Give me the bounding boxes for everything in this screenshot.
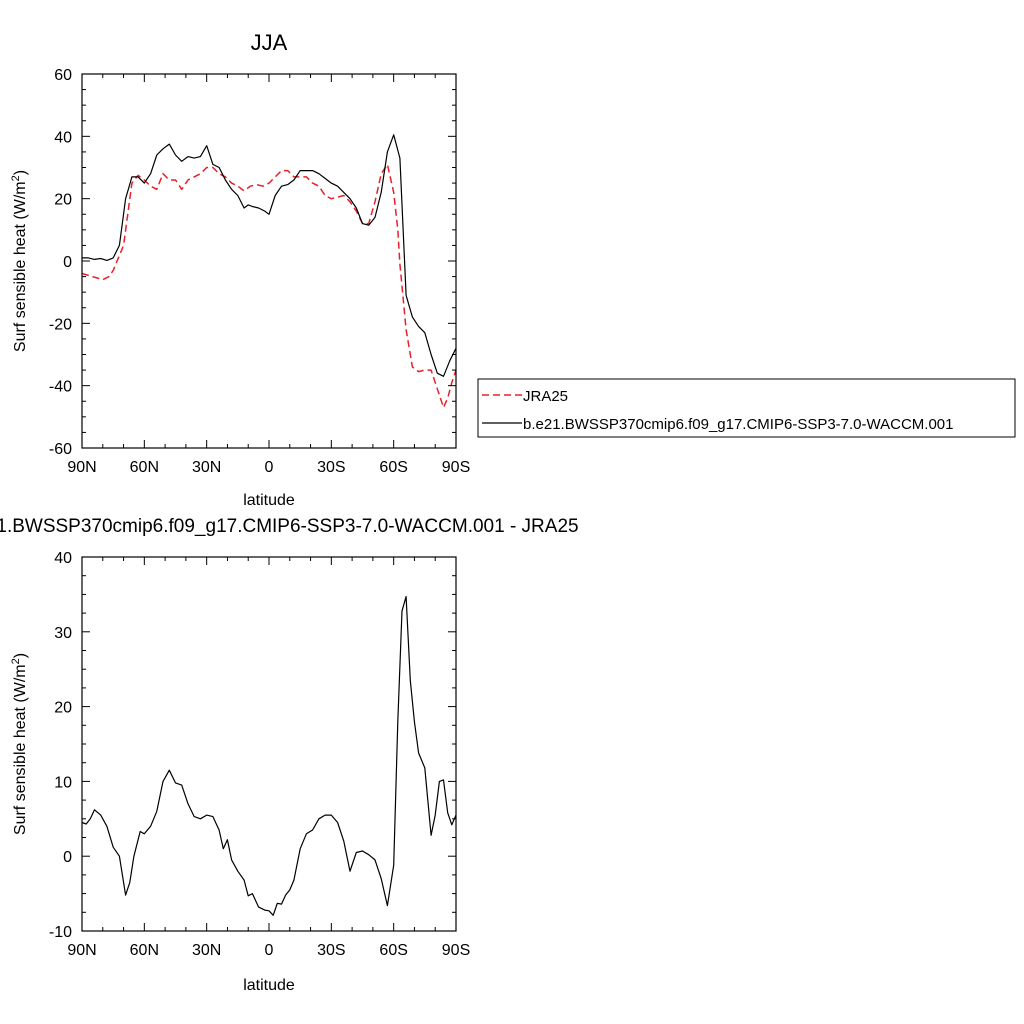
bottom-series-line-0 <box>81 595 457 916</box>
top-y-tick-label: -20 <box>49 316 72 333</box>
top-chart-series <box>81 134 457 409</box>
top-x-tick-label: 60S <box>379 459 407 476</box>
bottom-chart-y-axis-label: Surf sensible heat (W/m2) <box>10 653 29 835</box>
top-chart-x-axis-label: latitude <box>243 492 295 509</box>
bottom-x-tick-label: 90N <box>67 942 96 959</box>
bottom-y-tick-label: -10 <box>49 924 72 941</box>
top-x-tick-label: 90N <box>67 459 96 476</box>
bottom-y-label-main: Surf sensible heat (W/m <box>12 664 29 835</box>
bottom-x-tick-label: 30N <box>192 942 221 959</box>
top-chart-y-axis-label: Surf sensible heat (W/m2) <box>10 170 29 352</box>
top-series-line-1 <box>82 134 457 377</box>
top-x-tick-label: 30S <box>317 459 345 476</box>
bottom-x-tick-label: 60N <box>130 942 159 959</box>
bottom-chart-plot-frame <box>81 556 457 932</box>
top-y-label-main: Surf sensible heat (W/m <box>12 181 29 352</box>
legend-label-jra25: JRA25 <box>523 388 568 405</box>
bottom-chart: b.e21.BWSSP370cmip6.f09_g17.CMIP6-SSP3-7… <box>0 516 579 994</box>
legend-label-model: b.e21.BWSSP370cmip6.f09_g17.CMIP6-SSP3-7… <box>523 416 953 433</box>
top-x-tick-label: 60N <box>130 459 159 476</box>
top-y-tick-label: -60 <box>49 441 72 458</box>
top-y-tick-label: -40 <box>49 379 72 396</box>
top-y-label-sup: 2 <box>10 175 22 181</box>
bottom-x-tick-label: 60S <box>379 942 407 959</box>
top-series-line-0 <box>81 163 457 409</box>
bottom-y-tick-label: 0 <box>63 849 72 866</box>
legend-box <box>477 378 1016 438</box>
bottom-y-label-close: ) <box>12 653 29 658</box>
top-y-tick-label: 60 <box>54 67 72 84</box>
bottom-chart-series <box>81 595 457 916</box>
bottom-x-tick-label: 90S <box>442 942 470 959</box>
bottom-x-tick-label: 0 <box>265 942 274 959</box>
top-x-tick-label: 0 <box>265 459 274 476</box>
top-chart: JJA 90N 60N 30N 0 30S 60S 90S-60-40-200204060 … <box>10 30 470 509</box>
top-x-tick-label: 90S <box>442 459 470 476</box>
bottom-y-tick-label: 10 <box>54 774 72 791</box>
top-chart-title: JJA <box>251 30 288 55</box>
top-y-label-close: ) <box>12 170 29 175</box>
top-x-tick-label: 30N <box>192 459 221 476</box>
bottom-y-label-sup: 2 <box>10 658 22 664</box>
bottom-chart-x-axis-label: latitude <box>243 977 295 994</box>
bottom-chart-title: b.e21.BWSSP370cmip6.f09_g17.CMIP6-SSP3-7… <box>0 516 579 537</box>
bottom-x-tick-label: 30S <box>317 942 345 959</box>
legend: JRA25 b.e21.BWSSP370cmip6.f09_g17.CMIP6-… <box>477 378 1016 438</box>
bottom-y-tick-label: 20 <box>54 700 72 717</box>
top-y-tick-label: 0 <box>63 254 72 271</box>
bottom-y-tick-label: 30 <box>54 625 72 642</box>
top-y-tick-label: 20 <box>54 192 72 209</box>
bottom-y-tick-label: 40 <box>54 550 72 567</box>
top-chart-plot-frame <box>81 73 457 449</box>
top-y-tick-label: 40 <box>54 129 72 146</box>
